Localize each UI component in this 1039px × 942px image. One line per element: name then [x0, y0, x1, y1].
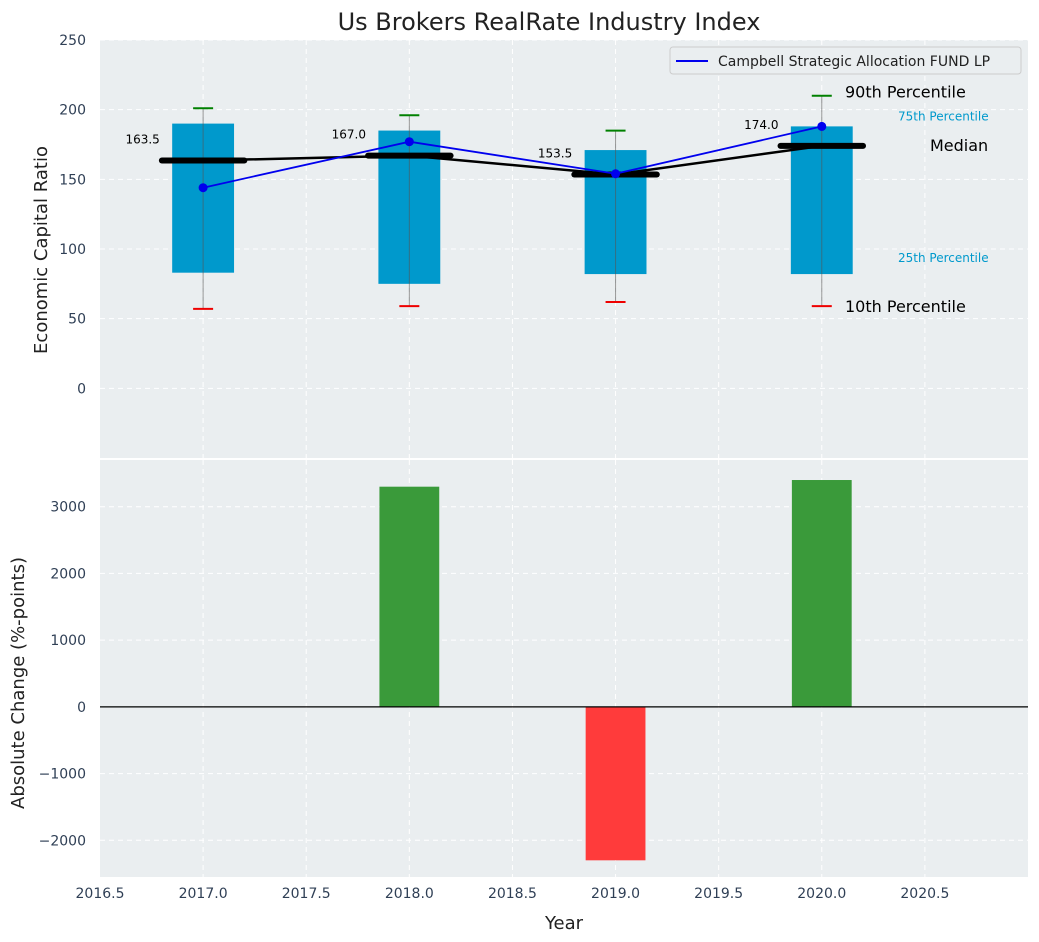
top-y-tick-label: 150	[59, 172, 86, 188]
bottom-panel: −2000 −1000 0 1000 2000 3000 2016.5 2017.0 2017…	[39, 460, 1028, 902]
chart-title: Us Brokers RealRate Industry Index	[338, 8, 761, 36]
fund-point	[198, 183, 208, 193]
bottom-y-tick-label: −1000	[39, 767, 86, 783]
median-value-label: 153.5	[538, 146, 572, 160]
median-value-label: 174.0	[744, 118, 778, 132]
x-tick-label: 2017.5	[282, 886, 331, 902]
x-tick-label: 2017.0	[179, 886, 228, 902]
fund-line	[202, 125, 822, 189]
x-tick-label: 2018.0	[385, 886, 434, 902]
x-tick-label: 2019.5	[694, 886, 743, 902]
x-tick-label: 2020.5	[900, 886, 949, 902]
fund-point	[404, 137, 414, 147]
fund-series	[198, 121, 827, 193]
bottom-plot-area	[100, 460, 1028, 877]
fund-point	[817, 121, 827, 131]
p75-annotation: 75th Percentile	[898, 109, 989, 123]
median-value-label: 163.5	[125, 133, 159, 147]
x-tick-label: 2018.5	[488, 886, 537, 902]
top-y-tick-label: 50	[68, 312, 86, 328]
p25-annotation: 25th Percentile	[898, 251, 989, 265]
top-y-ticks: 0 50 100 150 200 250	[59, 33, 86, 397]
top-y-tick-label: 0	[77, 381, 86, 397]
median-annotation: Median	[930, 136, 988, 155]
x-ticks: 2016.5 2017.0 2017.5 2018.0 2018.5 2019.0 2019…	[76, 886, 950, 902]
bottom-y-tick-label: −2000	[39, 833, 86, 849]
median-trend-line	[203, 144, 822, 176]
top-y-axis-label: Economic Capital Ratio	[31, 146, 52, 354]
bottom-y-ticks: −2000 −1000 0 1000 2000 3000	[39, 500, 86, 850]
positive-change-bar	[791, 480, 852, 707]
top-y-tick-label: 250	[59, 33, 86, 49]
bottom-y-tick-label: 0	[77, 700, 86, 716]
x-axis-label: Year	[544, 913, 584, 934]
legend-box	[669, 46, 1022, 75]
positive-change-bar	[379, 486, 440, 707]
bottom-y-tick-label: 3000	[50, 500, 86, 516]
percentile-annotations: 90th Percentile 75th Percentile Median 25th…	[845, 83, 989, 316]
fund-point	[611, 169, 621, 179]
legend-entry-label: Campbell Strategic Allocation FUND LP	[718, 54, 990, 70]
bottom-y-tick-label: 1000	[50, 633, 86, 649]
p90-annotation: 90th Percentile	[845, 83, 966, 102]
median-value-label: 167.0	[332, 128, 366, 142]
x-tick-label: 2016.5	[76, 886, 125, 902]
top-panel: 0 50 100 150 200 250 163.5 167.0 153.5 174.0 90t…	[59, 33, 1028, 458]
p10-annotation: 10th Percentile	[845, 297, 966, 316]
change-bars	[100, 480, 1028, 861]
bottom-y-axis-label: Absolute Change (%-points)	[8, 557, 29, 809]
top-y-tick-label: 200	[59, 103, 86, 119]
top-y-tick-label: 100	[59, 242, 86, 258]
negative-change-bar	[585, 706, 646, 861]
bottom-y-tick-label: 2000	[50, 566, 86, 582]
legend: Campbell Strategic Allocation FUND LP	[669, 46, 1022, 75]
x-tick-label: 2019.0	[591, 886, 640, 902]
x-tick-label: 2020.0	[797, 886, 846, 902]
